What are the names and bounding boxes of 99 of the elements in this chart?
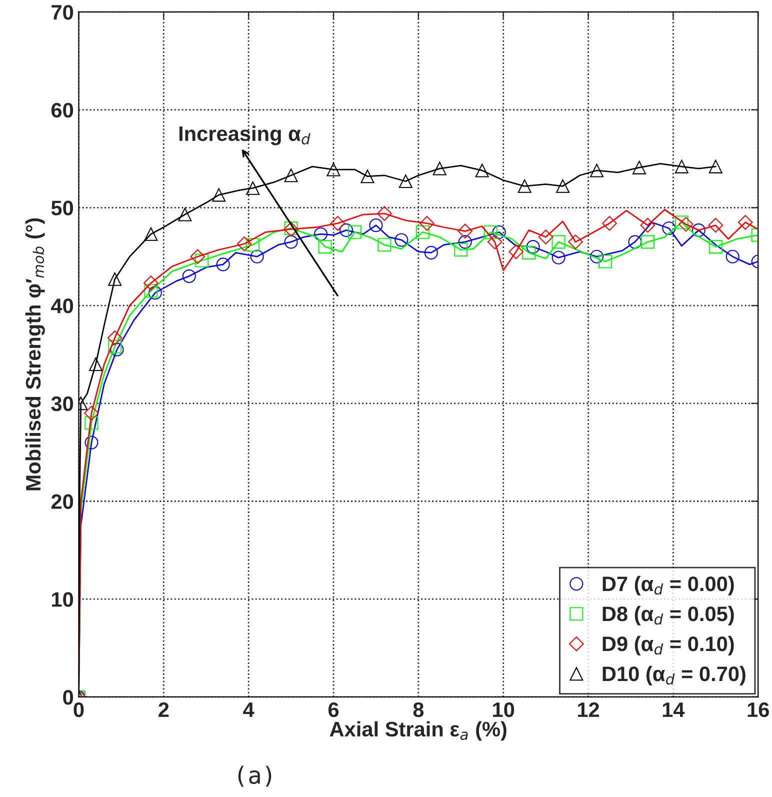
y-tick-label: 10: [52, 592, 74, 607]
point: [420, 216, 434, 231]
y-tick-label: 60: [51, 102, 74, 118]
point: [674, 216, 688, 230]
point: [424, 246, 438, 260]
point: [598, 254, 612, 268]
point: [526, 240, 540, 254]
point: [348, 225, 362, 239]
y-tick-label: 70: [52, 4, 74, 20]
legend-label: D9 (α$_{d}$ = 0.10): [602, 636, 734, 656]
point: [84, 406, 99, 421]
point: [458, 224, 473, 239]
point: [678, 216, 694, 232]
x-tick-label: 12: [578, 702, 600, 717]
point: [236, 236, 252, 252]
point: [628, 235, 642, 249]
point: [454, 242, 468, 257]
point: [738, 214, 753, 230]
point: [377, 206, 392, 221]
point: [640, 218, 656, 233]
point: [84, 436, 98, 450]
point: [246, 238, 260, 252]
text: (a): [238, 766, 272, 787]
point: [492, 225, 506, 239]
point: [416, 225, 430, 239]
x-axis-title: Axial Strain ε$_{a}$ (%): [330, 721, 506, 741]
point: [640, 235, 654, 249]
point: [318, 240, 332, 254]
point: [552, 250, 566, 264]
point: [602, 216, 617, 231]
point: [518, 179, 532, 193]
point: [568, 234, 583, 250]
point: [250, 250, 264, 264]
point: [144, 276, 158, 290]
point: [632, 160, 646, 174]
point: [246, 181, 260, 195]
point: [508, 244, 524, 260]
x-tick-label: 4: [243, 702, 254, 717]
point: [144, 227, 158, 241]
legend-label: D8 (α$_{d}$ = 0.05): [602, 606, 734, 626]
point: [556, 179, 570, 193]
legend-label: D10 (α$_{d}$ = 0.70): [602, 666, 746, 686]
point: [378, 238, 392, 252]
point: [84, 416, 98, 430]
annotation: Increasing α$_{d}$: [179, 126, 310, 146]
point: [662, 221, 676, 235]
point: [314, 227, 328, 241]
point: [726, 250, 740, 264]
y-tick-label: 20: [51, 494, 74, 510]
x-tick-label: 10: [493, 702, 514, 718]
x-tick-label: 16: [748, 702, 769, 718]
legend-label: D7 (α$_{d}$ = 0.00): [602, 576, 734, 596]
point: [108, 272, 122, 286]
x-tick-label: 6: [328, 702, 339, 718]
point: [110, 342, 124, 356]
point: [216, 258, 230, 272]
point: [708, 218, 724, 233]
point: [538, 230, 554, 244]
x-tick-label: 2: [158, 702, 169, 717]
point: [148, 286, 162, 300]
y-tick-label: 50: [51, 200, 74, 216]
point: [394, 233, 408, 247]
point: [284, 235, 298, 249]
point: [339, 223, 354, 237]
point: [590, 164, 604, 178]
point: [195, 254, 209, 268]
point: [484, 225, 498, 239]
point: [182, 269, 196, 283]
point: [487, 234, 502, 250]
point: [330, 216, 346, 231]
point: [107, 330, 122, 346]
point: [475, 164, 489, 178]
point: [458, 235, 472, 249]
point: [674, 160, 688, 174]
x-tick-label: 8: [413, 702, 424, 718]
point: [552, 235, 566, 249]
y-tick-label: 40: [51, 298, 74, 314]
y-tick-label: 0: [63, 690, 74, 705]
y-axis-title: Mobilised Strength φ′$_{mob}$ (°): [25, 218, 45, 490]
point: [108, 340, 122, 354]
y-tick-label: 30: [51, 396, 74, 412]
point: [398, 174, 412, 188]
point: [88, 357, 102, 372]
point: [432, 162, 446, 176]
point: [522, 246, 536, 260]
point: [178, 208, 192, 222]
point: [190, 249, 206, 264]
point: [708, 160, 722, 174]
point: [369, 218, 383, 232]
x-tick-label: 0: [74, 702, 84, 718]
point: [708, 240, 722, 254]
point: [360, 170, 374, 184]
point: [590, 250, 604, 264]
point: [144, 284, 158, 298]
point: [284, 168, 298, 182]
point: [692, 223, 706, 237]
point: [212, 188, 226, 202]
point: [326, 162, 340, 176]
x-tick-label: 14: [662, 702, 685, 717]
